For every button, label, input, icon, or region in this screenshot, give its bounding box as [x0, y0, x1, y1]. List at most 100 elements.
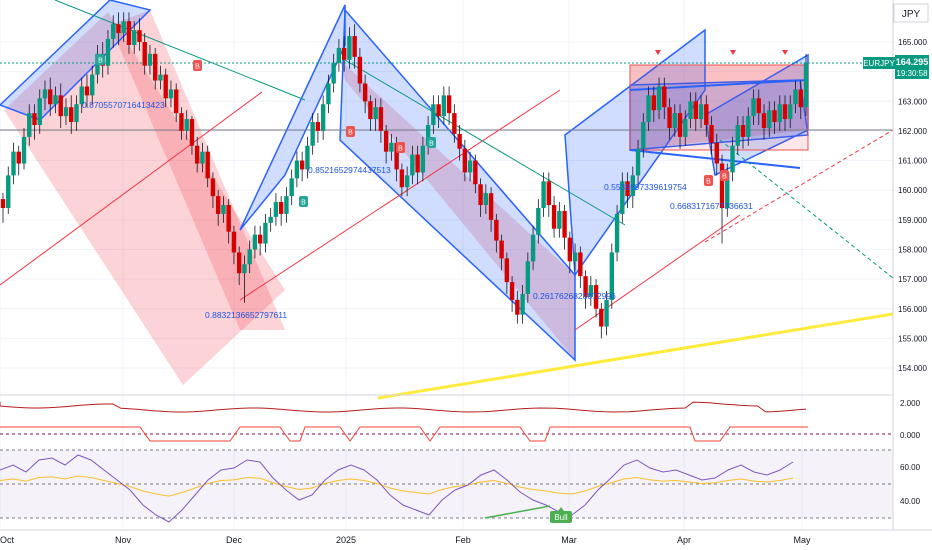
candle-body: [551, 205, 557, 229]
candle-body: [121, 21, 126, 34]
candle-body: [53, 95, 58, 105]
candle-body: [362, 83, 368, 102]
candle-body: [740, 124, 746, 137]
candle-body: [268, 216, 273, 223]
symbol-label: EURJPY: [863, 59, 895, 68]
svg-text:B: B: [301, 200, 306, 207]
candle-body: [567, 237, 573, 262]
candle-body: [478, 184, 483, 206]
candle-body: [341, 47, 347, 60]
candle-body: [399, 169, 405, 188]
trend-green-2: [344, 59, 626, 226]
candle-body: [215, 196, 221, 214]
candle-body: [599, 308, 604, 327]
rsi-ma-line: [0, 475, 794, 497]
candle-body: [677, 113, 683, 137]
candle-body: [236, 252, 242, 274]
candle-body: [142, 42, 147, 66]
badge-b-1: B: [96, 54, 105, 65]
candle-body: [242, 264, 247, 274]
candle-body: [210, 178, 216, 197]
candle-body: [326, 83, 331, 105]
candle-body: [158, 74, 163, 81]
candle-body: [111, 24, 116, 40]
candle-body: [74, 104, 79, 123]
candle-body: [58, 95, 63, 117]
candle-body: [32, 113, 37, 125]
badge-b-3: B: [299, 196, 308, 207]
sub-indicator-line: [0, 401, 807, 413]
candle-body: [278, 202, 284, 214]
trend-green-dashed: [719, 139, 894, 279]
candle-body: [11, 151, 16, 176]
candle-body: [137, 30, 142, 42]
candle-body: [620, 181, 625, 214]
candle-body: [536, 207, 541, 235]
candle-body: [662, 86, 667, 108]
candle-body: [226, 205, 231, 232]
bull-divergence-line: [484, 505, 551, 519]
candle-body: [0, 199, 6, 208]
candle-body: [153, 53, 158, 81]
badge-b-4: B: [346, 126, 355, 137]
candle-body: [132, 30, 137, 45]
svg-text:Bull: Bull: [554, 513, 568, 522]
candle-body: [200, 151, 205, 164]
candle-body: [116, 24, 121, 34]
candle-body: [205, 151, 210, 179]
candle-body: [378, 107, 384, 131]
bull-badge: Bull: [550, 507, 572, 523]
candle-body: [425, 124, 431, 146]
candle-body: [163, 74, 168, 99]
candle-body: [767, 110, 772, 128]
candle-body: [431, 104, 436, 125]
price-axis[interactable]: 165.000164.000163.000162.000161.000160.0…: [892, 0, 932, 530]
sell-marker: [730, 50, 736, 55]
candle-body: [452, 113, 457, 134]
candle-body: [588, 285, 594, 297]
candle-body: [231, 231, 237, 253]
candle-body: [331, 62, 336, 84]
fib-label-1: 0.8705570716413423: [82, 100, 165, 110]
time-axis[interactable]: Oct Nov Dec 2025 Feb Mar Apr May: [0, 529, 932, 550]
candle-body: [394, 142, 399, 170]
candle-body: [672, 113, 677, 128]
candle-body: [467, 160, 473, 173]
xtick-label: 2025: [336, 535, 356, 545]
sub-label-0: 0.000: [900, 431, 921, 440]
svg-text:B: B: [398, 146, 403, 153]
pink-zone: [4, 12, 285, 385]
badge-b-8: B: [720, 170, 729, 181]
fib-label-6: 0.2617626828872996: [533, 291, 616, 301]
candle-body: [525, 261, 531, 294]
currency-label: JPY: [902, 9, 921, 20]
xtick-label: Dec: [226, 535, 243, 545]
xtick-label: Mar: [561, 535, 577, 545]
candle-body: [389, 142, 394, 152]
candle-body: [305, 145, 310, 170]
candle-body: [515, 299, 520, 315]
candle-body: [614, 213, 620, 253]
candle-body: [541, 181, 546, 208]
pink-zone: [340, 60, 575, 360]
trend-yellow: [377, 312, 894, 400]
blue-channel: [339, 8, 576, 362]
candle-body: [415, 154, 420, 173]
blue-channel: [239, 4, 346, 231]
candle-body: [79, 86, 84, 105]
candle-body: [704, 104, 709, 125]
ytick-label: 159.000: [898, 216, 927, 225]
ytick-label: 163.000: [898, 97, 927, 106]
candle-body: [315, 122, 321, 131]
candle-body: [509, 282, 515, 300]
candle-body: [90, 74, 95, 96]
candle-body: [289, 178, 294, 197]
xtick-label: Feb: [455, 535, 471, 545]
ytick-label: 154.000: [898, 364, 927, 373]
candle-body: [667, 107, 672, 128]
sub-label-2: 2.000: [900, 399, 921, 408]
last-price-label: 164.295: [896, 57, 929, 67]
candle-body: [6, 175, 11, 208]
candle-body: [194, 145, 200, 164]
